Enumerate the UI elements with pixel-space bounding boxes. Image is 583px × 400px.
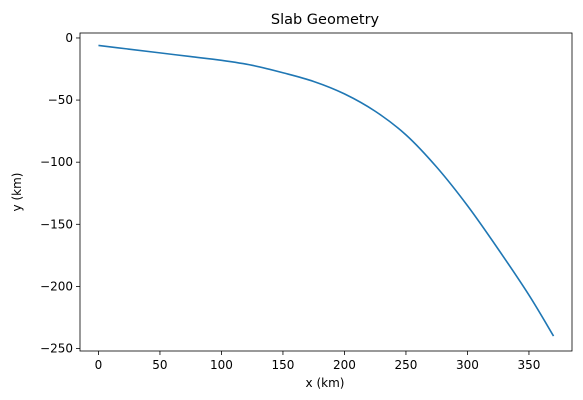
x-tick-label: 0 <box>95 358 103 372</box>
x-tick-label: 350 <box>517 358 540 372</box>
chart-title: Slab Geometry <box>271 12 380 28</box>
y-axis-ticks: 0 −50 −100 −150 −200 −250 <box>40 31 80 356</box>
y-tick-label: 0 <box>65 31 73 45</box>
plot-frame <box>79 32 573 352</box>
x-axis-ticks: 0 50 100 150 200 250 300 350 <box>95 351 540 372</box>
y-tick-label: −200 <box>40 279 73 293</box>
x-tick-label: 150 <box>271 358 294 372</box>
y-tick-label: −250 <box>40 342 73 356</box>
x-tick-label: 50 <box>152 358 167 372</box>
y-axis-label: y (km) <box>10 173 24 212</box>
y-tick-label: −50 <box>48 93 73 107</box>
y-tick-label: −150 <box>40 217 73 231</box>
x-tick-label: 250 <box>394 358 417 372</box>
slab-depth-line <box>98 44 555 337</box>
x-axis-label: x (km) <box>306 376 345 390</box>
x-tick-label: 300 <box>456 358 479 372</box>
x-tick-label: 200 <box>333 358 356 372</box>
plot-area <box>98 44 555 337</box>
x-tick-label: 100 <box>210 358 233 372</box>
y-tick-label: −100 <box>40 155 73 169</box>
